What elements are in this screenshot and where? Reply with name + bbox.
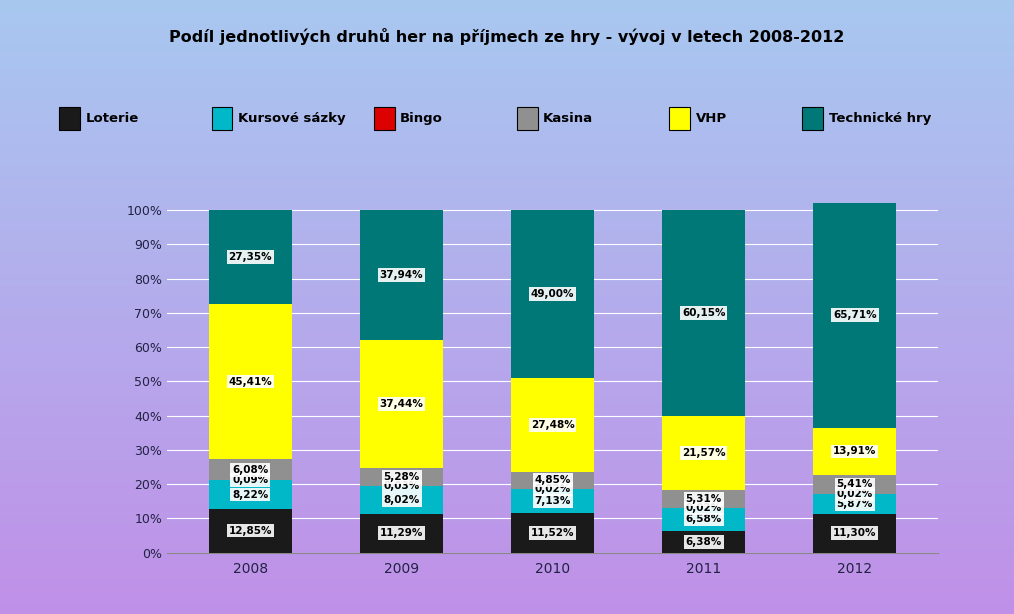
- FancyBboxPatch shape: [669, 107, 690, 130]
- Bar: [360, 340, 443, 468]
- Bar: [209, 304, 292, 459]
- Text: 8,22%: 8,22%: [232, 489, 269, 500]
- Text: 5,31%: 5,31%: [685, 494, 722, 504]
- Bar: [813, 427, 896, 475]
- Bar: [813, 514, 896, 553]
- Bar: [511, 378, 594, 472]
- Text: 27,35%: 27,35%: [228, 252, 272, 262]
- Text: Podíl jednotlivých druhů her na příjmech ze hry - vývoj v letech 2008-2012: Podíl jednotlivých druhů her na příjmech…: [169, 28, 845, 45]
- Text: 5,28%: 5,28%: [383, 472, 420, 483]
- Text: 0,09%: 0,09%: [232, 475, 269, 485]
- Bar: [813, 203, 896, 427]
- FancyBboxPatch shape: [212, 107, 232, 130]
- Text: 11,30%: 11,30%: [834, 528, 876, 538]
- Text: 21,57%: 21,57%: [682, 448, 726, 458]
- FancyBboxPatch shape: [802, 107, 823, 130]
- Text: Kursové sázky: Kursové sázky: [238, 112, 346, 125]
- FancyBboxPatch shape: [516, 107, 537, 130]
- Text: 11,29%: 11,29%: [380, 528, 423, 538]
- Text: 27,48%: 27,48%: [530, 420, 575, 430]
- Bar: [209, 480, 292, 508]
- Bar: [209, 508, 292, 553]
- Text: Bingo: Bingo: [401, 112, 443, 125]
- Text: 5,87%: 5,87%: [837, 499, 873, 509]
- Text: 6,58%: 6,58%: [685, 515, 722, 524]
- Bar: [662, 508, 745, 530]
- Bar: [511, 472, 594, 489]
- Bar: [360, 514, 443, 553]
- Text: 5,41%: 5,41%: [837, 480, 873, 489]
- Text: 0,02%: 0,02%: [534, 484, 571, 494]
- Text: 4,85%: 4,85%: [534, 475, 571, 485]
- Text: VHP: VHP: [696, 112, 727, 125]
- Text: 6,38%: 6,38%: [685, 537, 722, 546]
- Bar: [360, 210, 443, 340]
- Text: 0,02%: 0,02%: [685, 503, 722, 513]
- Text: 37,44%: 37,44%: [379, 399, 424, 409]
- FancyBboxPatch shape: [373, 107, 394, 130]
- Text: 8,02%: 8,02%: [383, 495, 420, 505]
- Text: Loterie: Loterie: [86, 112, 139, 125]
- Text: 49,00%: 49,00%: [531, 289, 574, 299]
- Text: 7,13%: 7,13%: [534, 496, 571, 506]
- Text: 12,85%: 12,85%: [229, 526, 272, 535]
- Text: 45,41%: 45,41%: [228, 376, 273, 387]
- Text: 60,15%: 60,15%: [682, 308, 725, 318]
- Bar: [662, 210, 745, 416]
- Bar: [662, 416, 745, 490]
- Bar: [813, 475, 896, 494]
- Text: 0,03%: 0,03%: [383, 481, 420, 491]
- Text: 6,08%: 6,08%: [232, 465, 269, 475]
- Bar: [360, 468, 443, 486]
- Text: 37,94%: 37,94%: [379, 270, 423, 280]
- Bar: [813, 494, 896, 514]
- Bar: [360, 486, 443, 514]
- Bar: [511, 513, 594, 553]
- Bar: [511, 489, 594, 513]
- Text: Technické hry: Technické hry: [829, 112, 932, 125]
- Bar: [662, 530, 745, 553]
- Text: 65,71%: 65,71%: [834, 310, 877, 320]
- Bar: [209, 459, 292, 480]
- Text: Kasina: Kasina: [544, 112, 593, 125]
- Text: 11,52%: 11,52%: [531, 528, 574, 538]
- Bar: [511, 210, 594, 378]
- FancyBboxPatch shape: [59, 107, 80, 130]
- Text: 0,02%: 0,02%: [837, 489, 873, 499]
- Text: 13,91%: 13,91%: [834, 446, 876, 456]
- Bar: [662, 490, 745, 508]
- Bar: [209, 210, 292, 304]
